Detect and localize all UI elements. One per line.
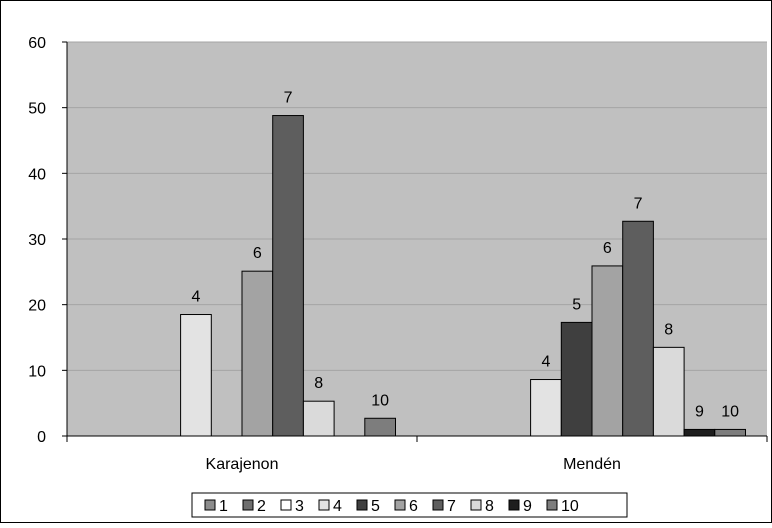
bars [180, 115, 746, 437]
legend-label: 3 [295, 498, 304, 515]
data-label: 8 [664, 321, 673, 338]
legend-swatch [394, 499, 406, 511]
x-category-label: Karajenon [206, 456, 279, 473]
y-tick-label: 50 [28, 101, 46, 118]
legend-label: 5 [371, 498, 380, 515]
legend-label: 6 [409, 498, 418, 515]
bar [683, 428, 716, 437]
y-tick-label: 30 [28, 232, 46, 249]
y-tick-label: 40 [28, 166, 46, 183]
y-tick-label: 60 [28, 35, 46, 52]
bar [302, 400, 335, 437]
data-label: 7 [634, 195, 643, 212]
bar [591, 265, 624, 437]
x-category-label: Mendén [563, 456, 621, 473]
data-label: 5 [572, 296, 581, 313]
legend: 1 2 3 4 5 6 7 8 9 10 [191, 492, 628, 518]
y-tick-label: 20 [28, 298, 46, 315]
legend-swatch [432, 499, 444, 511]
legend-swatch [508, 499, 520, 511]
legend-label: 7 [447, 498, 456, 515]
legend-swatch [356, 499, 368, 511]
data-labels: 4 6 7 8 10 4 5 6 7 8 9 10 [191, 90, 739, 421]
data-label: 6 [603, 240, 612, 257]
legend-label: 1 [219, 498, 228, 515]
legend-swatch [318, 499, 330, 511]
y-tick-label: 10 [28, 363, 46, 380]
bar [530, 379, 562, 437]
legend-label: 8 [485, 498, 494, 515]
data-label: 7 [284, 90, 293, 107]
bar [622, 220, 654, 437]
legend-label: 9 [523, 498, 532, 515]
bar [560, 321, 593, 437]
legend-swatch [204, 499, 216, 511]
y-tick-label: 0 [37, 429, 46, 446]
legend-label: 4 [333, 498, 342, 515]
data-label: 4 [541, 354, 550, 371]
data-label: 4 [191, 289, 200, 306]
legend-swatch [242, 499, 254, 511]
data-label: 9 [695, 403, 704, 420]
legend-label: 2 [257, 498, 266, 515]
data-label: 10 [371, 392, 389, 409]
data-label: 10 [721, 403, 739, 420]
bar [180, 314, 212, 437]
bar [364, 417, 396, 437]
data-label: 6 [253, 245, 262, 262]
legend-swatch [546, 499, 558, 511]
bar [241, 270, 274, 437]
legend-label: 10 [561, 498, 579, 515]
legend-swatch [280, 499, 292, 511]
bar [652, 346, 685, 437]
bar [714, 428, 746, 437]
data-label: 8 [314, 375, 323, 392]
legend-swatch [470, 499, 482, 511]
bar [272, 115, 304, 437]
